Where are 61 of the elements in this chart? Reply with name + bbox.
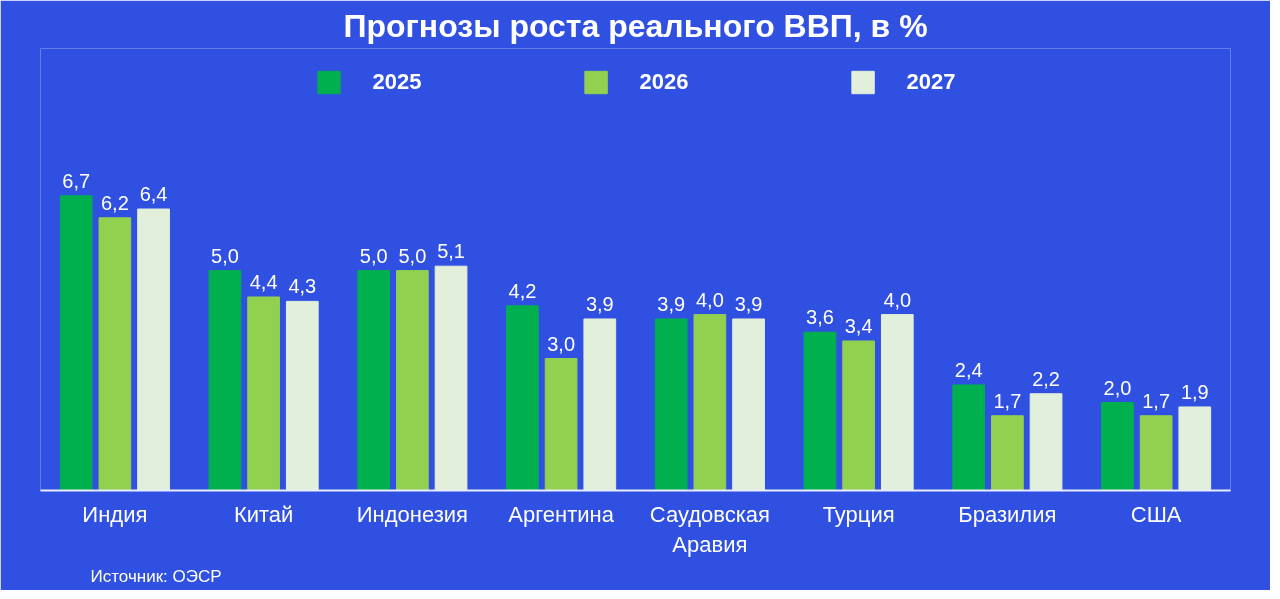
x-tick-label: США bbox=[1130, 501, 1182, 527]
bar bbox=[1139, 415, 1173, 491]
x-tick-label: Аргентина bbox=[508, 501, 615, 527]
data-label: 5,1 bbox=[437, 240, 465, 263]
bar bbox=[1029, 393, 1063, 491]
x-tick-label: Турция bbox=[822, 501, 895, 527]
data-label: 1,7 bbox=[1142, 389, 1171, 412]
data-label: 6,4 bbox=[139, 183, 168, 206]
bar bbox=[98, 217, 132, 491]
bar bbox=[1101, 402, 1134, 491]
data-label: 1,9 bbox=[1180, 380, 1209, 403]
bar bbox=[357, 270, 391, 491]
bar bbox=[654, 318, 688, 491]
bar bbox=[396, 270, 429, 491]
legend-label: 2026 bbox=[639, 69, 689, 95]
data-label: 3,0 bbox=[547, 332, 576, 355]
bar bbox=[732, 318, 765, 491]
bar bbox=[803, 331, 837, 491]
data-label: 4,0 bbox=[695, 288, 724, 311]
data-label: 4,4 bbox=[249, 270, 278, 293]
bar bbox=[434, 265, 468, 491]
x-tick-label: Саудовская Аравия bbox=[649, 501, 770, 557]
x-tick-label: Китай bbox=[233, 501, 294, 527]
data-label: 5,0 bbox=[211, 244, 239, 267]
legend-label: 2025 bbox=[372, 69, 422, 95]
data-label: 2,4 bbox=[954, 358, 983, 381]
data-label: 3,9 bbox=[585, 292, 614, 315]
data-label: 4,3 bbox=[288, 275, 317, 298]
data-label: 3,9 bbox=[657, 292, 686, 315]
bar bbox=[247, 296, 280, 491]
data-label: 4,0 bbox=[883, 288, 912, 311]
bar bbox=[952, 384, 986, 491]
data-label: 6,7 bbox=[62, 169, 91, 192]
x-tick-label: Индонезия bbox=[356, 501, 468, 527]
bar bbox=[880, 314, 914, 491]
bar bbox=[842, 340, 875, 491]
data-label: 6,2 bbox=[100, 191, 129, 214]
legend-label: 2027 bbox=[906, 69, 956, 95]
bar bbox=[693, 314, 727, 491]
data-label: 3,4 bbox=[844, 314, 873, 337]
data-label: 5,0 bbox=[398, 244, 427, 267]
x-tick-label: Индия bbox=[82, 501, 148, 527]
data-label: 3,9 bbox=[734, 292, 763, 315]
chart-title: Прогнозы роста реального ВВП, в % bbox=[343, 7, 928, 44]
data-label: 3,6 bbox=[806, 306, 834, 329]
bar bbox=[285, 300, 319, 491]
bar bbox=[59, 195, 93, 491]
data-label: 2,0 bbox=[1103, 376, 1132, 399]
text: Источник: ОЭСР bbox=[90, 566, 222, 586]
bar bbox=[137, 208, 170, 491]
bar bbox=[1178, 406, 1212, 491]
bar bbox=[506, 305, 539, 491]
data-label: 4,2 bbox=[508, 279, 537, 302]
bar bbox=[544, 358, 578, 491]
data-label: 2,2 bbox=[1032, 367, 1060, 390]
bar bbox=[208, 270, 242, 491]
data-label: 5,0 bbox=[359, 244, 388, 267]
x-tick-label: Бразилия bbox=[958, 501, 1057, 527]
data-label: 1,7 bbox=[993, 389, 1022, 412]
bar bbox=[991, 415, 1024, 491]
bar bbox=[583, 318, 617, 491]
